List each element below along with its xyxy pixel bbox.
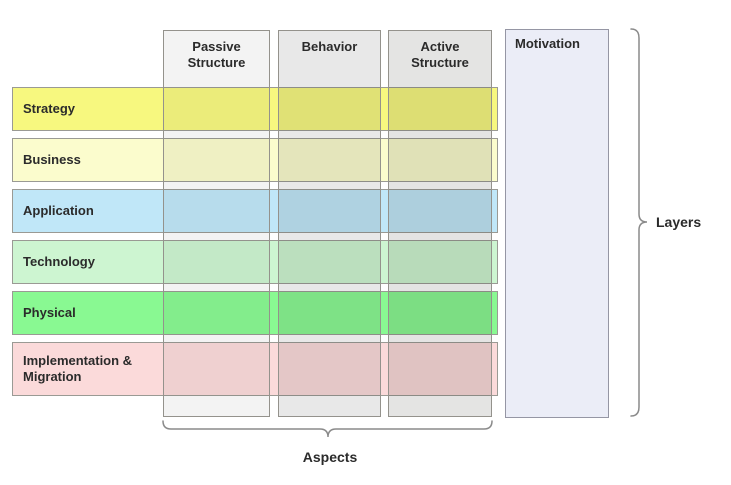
layer-label-strategy: Strategy: [23, 101, 76, 116]
aspects-brace: [162, 420, 493, 438]
layer-row-application: Application: [12, 189, 498, 233]
layer-label-physical: Physical: [23, 305, 76, 320]
layers-brace: [630, 28, 648, 417]
layer-label-technology: Technology: [23, 254, 95, 269]
aspects-bracket-label: Aspects: [302, 449, 358, 465]
layer-row-technology: Technology: [12, 240, 498, 284]
layer-label-business: Business: [23, 152, 81, 167]
aspect-label-behavior: Behavior: [301, 39, 358, 54]
aspect-column-active-structure: Active Structure: [388, 30, 492, 417]
layer-label-implementation-migration: Implementation & Migration: [23, 353, 133, 384]
aspect-column-behavior: Behavior: [278, 30, 381, 417]
motivation-box: Motivation: [505, 29, 609, 418]
aspect-label-active-structure: Active Structure: [411, 39, 469, 70]
layer-label-application: Application: [23, 203, 94, 218]
motivation-label: Motivation: [515, 36, 580, 51]
layer-row-business: Business: [12, 138, 498, 182]
aspect-column-passive-structure: Passive Structure: [163, 30, 270, 417]
aspect-label-passive-structure: Passive Structure: [187, 39, 246, 70]
layer-row-implementation-migration: Implementation & Migration: [12, 342, 498, 396]
layer-row-physical: Physical: [12, 291, 498, 335]
layer-row-strategy: Strategy: [12, 87, 498, 131]
layers-bracket-label: Layers: [656, 214, 702, 230]
